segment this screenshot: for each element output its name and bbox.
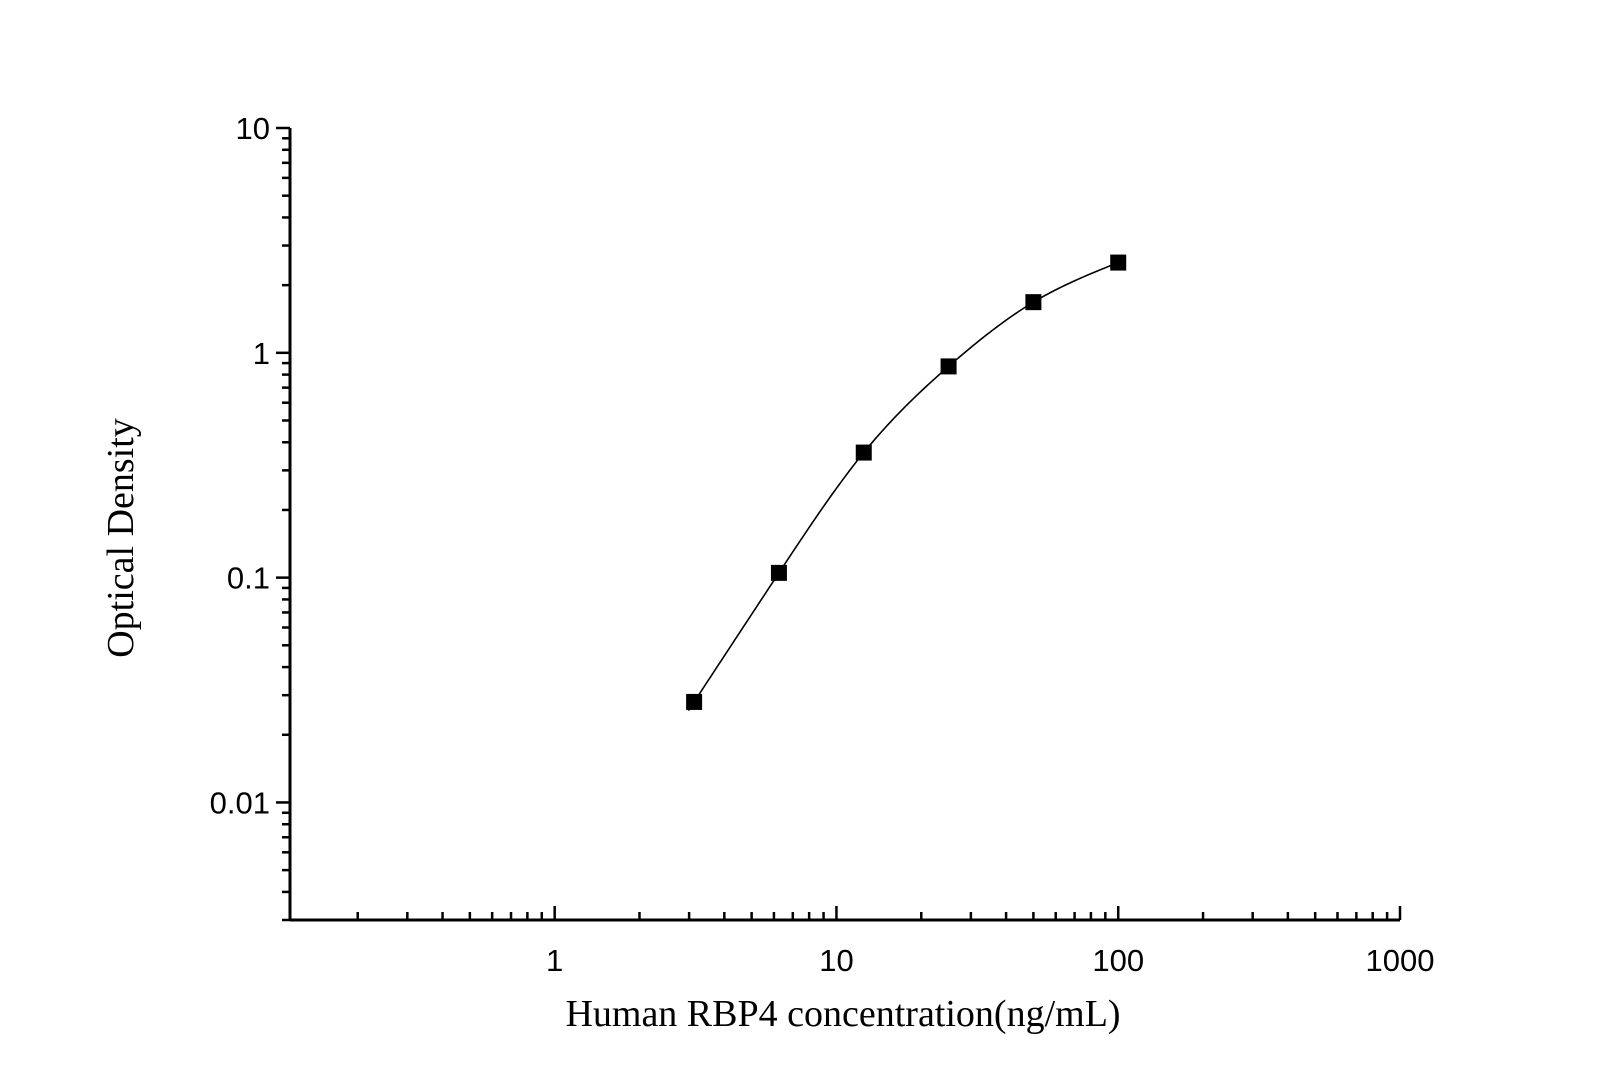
- y-axis-title: Optical Density: [100, 418, 142, 658]
- tick-labels: 1 10 100 1000 0.01 0.1 1 10: [210, 111, 1435, 978]
- y-tick-label: 1: [253, 336, 270, 371]
- y-tick-label: 0.01: [210, 785, 270, 820]
- axes: [276, 126, 1402, 922]
- fit-curve-layer: [687, 261, 1119, 711]
- data-point-marker: [1110, 254, 1127, 271]
- fit-curve: [687, 261, 1119, 711]
- y-tick-label: 10: [236, 111, 270, 146]
- x-tick-label: 100: [1092, 943, 1144, 978]
- x-tick-label: 1: [546, 943, 563, 978]
- data-point-marker: [855, 444, 872, 461]
- x-axis-title: Human RBP4 concentration(ng/mL): [565, 993, 1120, 1035]
- data-point-marker: [940, 358, 957, 375]
- data-point-marker: [1025, 294, 1042, 311]
- x-tick-label: 10: [819, 943, 853, 978]
- y-tick-label: 0.1: [227, 561, 270, 596]
- data-point-marker: [770, 564, 787, 581]
- x-tick-label: 1000: [1366, 943, 1435, 978]
- data-points: [686, 254, 1127, 710]
- data-point-marker: [686, 693, 703, 710]
